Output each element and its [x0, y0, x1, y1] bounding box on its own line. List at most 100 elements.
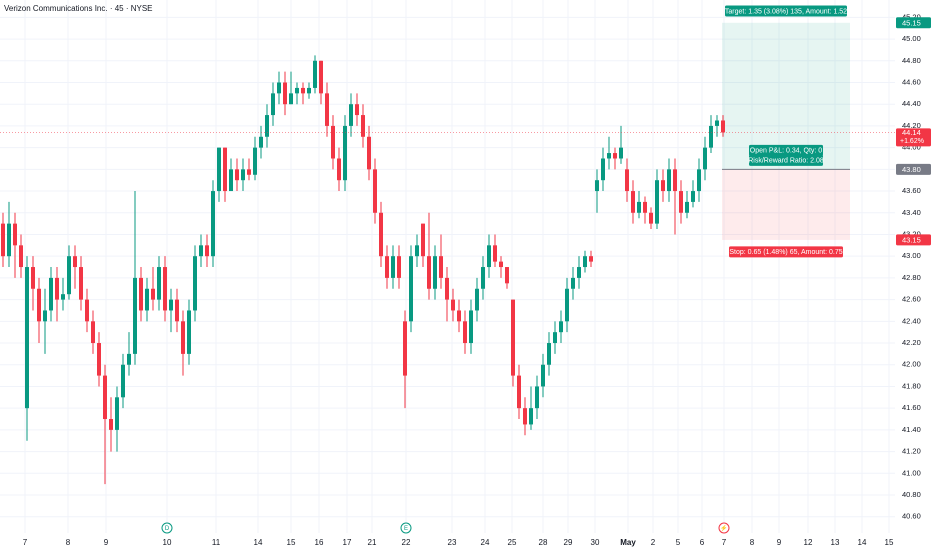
candle-body [169, 299, 173, 311]
y-tick-label: 40.80 [902, 490, 921, 499]
candle-body [631, 191, 635, 213]
event-label: D [165, 526, 170, 532]
x-tick-label: 17 [343, 538, 352, 547]
candle-body [637, 201, 641, 213]
candle-body [325, 93, 329, 126]
x-tick-label: 10 [163, 538, 172, 547]
last-price-box [896, 128, 931, 147]
chart-title: Verizon Communications Inc. · 45 · NYSE [4, 4, 153, 13]
price-axis [895, 0, 932, 550]
pnl-text-box [749, 144, 823, 156]
candle-body [19, 245, 23, 268]
candle-body [91, 321, 95, 344]
candle-body [475, 288, 479, 311]
candle-body [343, 125, 347, 181]
candle-body [589, 256, 593, 262]
candle-body [667, 169, 671, 192]
candle-body [175, 299, 179, 322]
x-tick-label: 14 [254, 538, 263, 547]
loss-zone [722, 169, 850, 240]
candle-body [559, 321, 563, 333]
x-tick-label: 8 [66, 538, 71, 547]
candle-body [703, 147, 707, 170]
candle-body [685, 201, 689, 213]
x-tick-label: 2 [651, 538, 656, 547]
event-label: E [404, 526, 408, 532]
candle-body [151, 288, 155, 300]
candle-body [577, 267, 581, 278]
y-tick-label: 43.20 [902, 229, 921, 238]
pnl-text: Open P&L: 0.34, Qty: 0 [750, 148, 822, 155]
x-tick-label: 28 [539, 538, 548, 547]
candle-body [163, 267, 167, 311]
x-tick-label: 7 [23, 538, 28, 547]
candle-body [127, 353, 131, 365]
candle-body [61, 294, 65, 300]
candle-body [145, 288, 149, 311]
candle-body [355, 104, 359, 116]
candle-body [409, 256, 413, 322]
candle-body [571, 277, 575, 289]
candle-body [469, 310, 473, 344]
candle-body [193, 256, 197, 311]
x-tick-label: 30 [591, 538, 600, 547]
target-text: Target: 1.35 (3.08%) 135, Amount: 1.52 [725, 8, 847, 15]
candle-body [379, 212, 383, 257]
x-tick-label: 29 [564, 538, 573, 547]
x-tick-label: 9 [777, 538, 782, 547]
target-tag: 45.15 [902, 18, 921, 27]
candle-body [271, 93, 275, 116]
candle-body [625, 169, 629, 192]
candle-body [373, 169, 377, 213]
x-tick-label: 12 [804, 538, 813, 547]
candle-body [421, 223, 425, 257]
candle-body [133, 277, 137, 354]
candle-body [241, 169, 245, 181]
change-tag: +1.62% [900, 138, 924, 145]
y-tick-label: 41.20 [902, 447, 921, 456]
candle-body [7, 223, 11, 257]
x-tick-label: 13 [831, 538, 840, 547]
stop-text: Stop: 0.65 (1.48%) 65, Amount: 0.75 [729, 249, 842, 256]
event-marker [718, 522, 730, 534]
x-tick-label: 8 [750, 538, 755, 547]
candle-body [67, 256, 71, 295]
candle-body [391, 256, 395, 278]
candle-body [199, 245, 203, 257]
rr-text: Risk/Reward Ratio: 2.08 [748, 158, 824, 165]
x-tick-label: 15 [885, 538, 894, 547]
candle-body [607, 153, 611, 159]
stop-text-box [729, 246, 843, 258]
candle-body [97, 343, 101, 376]
entry-tag: 43.80 [902, 165, 921, 174]
x-tick-label: May [620, 538, 636, 547]
candle-body [679, 191, 683, 213]
candle-body [79, 267, 83, 300]
candle-body [259, 136, 263, 148]
y-tick-label: 42.00 [902, 360, 921, 369]
candle-body [595, 180, 599, 192]
candle-body [307, 87, 311, 94]
candle-body [511, 299, 515, 376]
x-tick-label: 23 [448, 538, 457, 547]
candle-body [505, 267, 509, 284]
candle-body [661, 180, 665, 192]
candle-body [427, 256, 431, 289]
candle-body [247, 169, 251, 175]
candle-body [457, 310, 461, 322]
candle-body [709, 125, 713, 148]
candle-body [451, 299, 455, 311]
x-tick-label: 21 [368, 538, 377, 547]
y-tick-label: 42.40 [902, 316, 921, 325]
y-tick-label: 44.00 [902, 143, 921, 152]
y-tick-label: 41.80 [902, 381, 921, 390]
candle-body [523, 408, 527, 425]
candle-body [649, 212, 653, 224]
candle-body [715, 120, 719, 126]
candle-body [43, 310, 47, 322]
candle-body [25, 267, 29, 409]
candle-body [217, 147, 221, 192]
candle-body [265, 115, 269, 137]
candle-body [361, 115, 365, 137]
